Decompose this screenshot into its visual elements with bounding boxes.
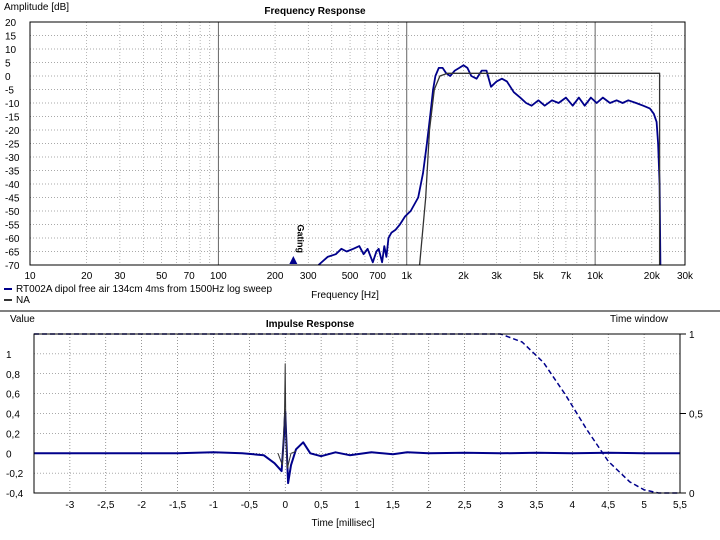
fr-y-tick: -55 (5, 221, 20, 232)
fr-y-tick: -5 (5, 86, 14, 97)
ir-y2label: Time window (610, 314, 669, 325)
ir-y2-tick-labels: 10,50 (680, 330, 703, 500)
ir-x-tick: 0 (282, 500, 288, 511)
fr-y-tick: -70 (5, 261, 20, 272)
fr-x-tick: 2k (458, 271, 470, 282)
fr-x-tick: 20k (644, 271, 661, 282)
fr-title: Frequency Response (264, 6, 366, 17)
fr-x-tick: 20 (81, 271, 93, 282)
ir-grid (34, 334, 681, 494)
fr-x-tick: 1k (401, 271, 413, 282)
ir-y2-tick: 0 (689, 489, 695, 500)
ir-title: Impulse Response (266, 319, 355, 330)
fr-grid (30, 21, 685, 266)
fr-x-tick: 300 (300, 271, 317, 282)
ir-y-tick: 0 (6, 449, 12, 460)
gating-marker (289, 256, 298, 264)
ir-series-line (34, 410, 680, 485)
fr-y-tick: -25 (5, 140, 20, 151)
ir-y-tick: -0,2 (6, 469, 24, 480)
fr-series-line (317, 64, 662, 266)
fr-y-tick-labels: 20 15 10 5 0 -5 -10 -15 -20 -25 -30 -35 -40 -45 -50 -55… (5, 18, 20, 272)
ir-series-line (277, 363, 297, 469)
ir-y-tick: 0,2 (6, 429, 20, 440)
fr-x-tick: 200 (267, 271, 284, 282)
fr-legend-entry: NA (16, 295, 30, 306)
ir-x-tick: 5 (641, 500, 647, 511)
fr-y-tick: -60 (5, 234, 20, 245)
fr-x-tick-labels: 10 20 30 50 70 100 200 300 500 700 1k 2k 3k 5k 7k 10k 20… (24, 271, 694, 282)
ir-x-tick: -2 (137, 500, 146, 511)
ir-x-tick: 5,5 (673, 500, 687, 511)
fr-y-tick: -30 (5, 153, 20, 164)
fr-ylabel: Amplitude [dB] (4, 2, 69, 13)
ir-x-tick: -1,5 (169, 500, 187, 511)
ir-x-tick: 2 (426, 500, 432, 511)
fr-x-tick: 30 (114, 271, 126, 282)
frequency-response-chart: Amplitude [dB] Frequency Response 20 15 10… (4, 2, 694, 306)
ir-y2-tick: 0,5 (689, 410, 703, 421)
fr-legend: RT002A dipol free air 134cm 4ms from 150… (4, 284, 272, 306)
fr-y-tick: -45 (5, 194, 20, 205)
fr-y-tick: 0 (5, 72, 11, 83)
fr-y-tick: -15 (5, 113, 20, 124)
ir-ylabel: Value (10, 314, 35, 325)
ir-x-tick: 0,5 (314, 500, 328, 511)
ir-x-tick: 3 (498, 500, 504, 511)
fr-xlabel: Frequency [Hz] (311, 290, 379, 301)
fr-annotations: Gating (289, 225, 305, 264)
ir-x-tick: 2,5 (458, 500, 472, 511)
ir-x-tick: -3 (65, 500, 74, 511)
ir-y-tick: 0,6 (6, 390, 20, 401)
fr-x-tick: 700 (369, 271, 386, 282)
fr-y-tick: -35 (5, 167, 20, 178)
fr-x-tick: 500 (342, 271, 359, 282)
fr-y-tick: 10 (5, 45, 17, 56)
ir-y-tick: 1 (6, 350, 12, 361)
fr-x-tick: 3k (491, 271, 503, 282)
ir-y-tick: 0,8 (6, 370, 20, 381)
ir-y-tick: 0,4 (6, 410, 20, 421)
fr-x-tick: 70 (184, 271, 196, 282)
fr-y-tick: -65 (5, 248, 20, 259)
fr-x-tick: 7k (561, 271, 573, 282)
ir-xlabel: Time [millisec] (312, 518, 375, 529)
fr-y-tick: 20 (5, 18, 17, 29)
ir-x-tick: 3,5 (529, 500, 543, 511)
fr-series-line (418, 72, 661, 266)
ir-series-lines (34, 333, 680, 494)
ir-x-tick: -0,5 (241, 500, 259, 511)
ir-x-tick: -2,5 (97, 500, 115, 511)
fr-x-tick: 30k (677, 271, 694, 282)
fr-y-tick: 5 (5, 59, 11, 70)
fr-y-tick: -10 (5, 99, 20, 110)
fr-y-tick: 15 (5, 32, 17, 43)
fr-series-lines (317, 64, 662, 266)
ir-y2-tick: 1 (689, 330, 695, 341)
impulse-response-chart: Value Impulse Response Time window 1 0,8 0… (6, 314, 703, 529)
fr-legend-entry: RT002A dipol free air 134cm 4ms from 150… (16, 284, 272, 295)
ir-plot-frame (33, 333, 681, 494)
ir-x-tick-labels: -3 -2,5 -2 -1,5 -1 -0,5 0 0,5 1 1,5 2 2,5 3 3,5 4 4,5 5 5… (65, 500, 687, 511)
fr-x-tick: 10 (24, 271, 36, 282)
fr-y-tick: -40 (5, 180, 20, 191)
ir-x-tick: 1,5 (386, 500, 400, 511)
fr-y-tick: -50 (5, 207, 20, 218)
ir-x-tick: 4,5 (601, 500, 615, 511)
fr-x-tick: 100 (210, 271, 227, 282)
ir-series-line (34, 333, 680, 494)
fr-x-tick: 5k (533, 271, 545, 282)
gating-label: Gating (295, 225, 305, 254)
ir-x-tick: 1 (354, 500, 360, 511)
ir-x-tick: 4 (570, 500, 576, 511)
ir-x-tick: -1 (209, 500, 218, 511)
fr-plot-frame (29, 21, 686, 266)
ir-y-tick: -0,4 (6, 489, 24, 500)
fr-x-tick: 10k (587, 271, 604, 282)
ir-y-tick-labels: 1 0,8 0,6 0,4 0,2 0 -0,2 -0,4 (6, 350, 24, 500)
fr-y-tick: -20 (5, 126, 20, 137)
fr-x-tick: 50 (156, 271, 168, 282)
